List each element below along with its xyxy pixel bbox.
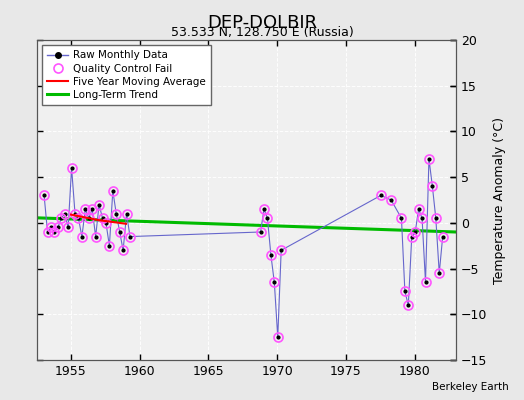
Text: DEP-DOLBIR: DEP-DOLBIR: [207, 14, 317, 32]
Legend: Raw Monthly Data, Quality Control Fail, Five Year Moving Average, Long-Term Tren: Raw Monthly Data, Quality Control Fail, …: [42, 45, 211, 105]
Text: 53.533 N, 128.750 E (Russia): 53.533 N, 128.750 E (Russia): [171, 26, 353, 39]
Text: Berkeley Earth: Berkeley Earth: [432, 382, 508, 392]
Y-axis label: Temperature Anomaly (°C): Temperature Anomaly (°C): [493, 116, 506, 284]
